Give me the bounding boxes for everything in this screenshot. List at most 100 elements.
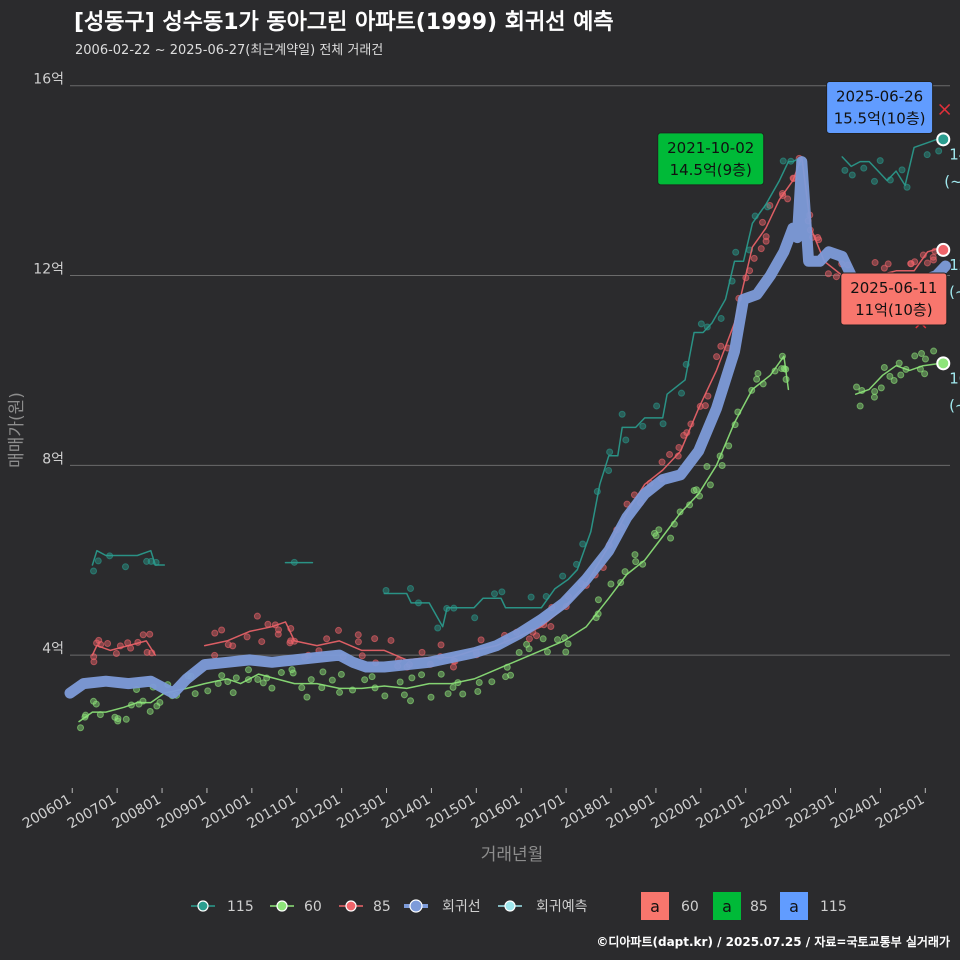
transaction-dot — [121, 563, 129, 571]
transaction-dot — [211, 629, 219, 637]
transaction-dot — [471, 614, 479, 622]
x-axis-ticks: 2006012007012008012009012010012011012012… — [20, 788, 927, 832]
transaction-dot — [90, 658, 98, 666]
transaction-dot — [258, 638, 266, 646]
transaction-dot — [408, 674, 416, 682]
transaction-dot — [387, 636, 395, 644]
chart-subtitle: 2006-02-22 ~ 2025-06-27(최근계약일) 전체 거래건 — [75, 43, 384, 58]
transaction-dot — [268, 684, 276, 692]
transaction-dot — [686, 501, 694, 509]
transaction-dot — [90, 567, 98, 575]
y-axis-ticks: 4억 8억 12억 16억 — [33, 72, 64, 657]
transaction-dot — [562, 648, 570, 656]
transaction-dot — [95, 636, 103, 644]
transaction-dot — [354, 631, 362, 639]
transaction-dot — [639, 422, 647, 430]
legend-label: 115 — [227, 899, 254, 915]
y-tick-label: 16억 — [33, 72, 64, 88]
transaction-dot — [871, 259, 879, 267]
transaction-dot — [477, 636, 485, 644]
transaction-dot — [579, 540, 587, 548]
transaction-dot — [856, 402, 864, 410]
legend-label: 85 — [373, 899, 391, 915]
transaction-dot — [898, 166, 906, 174]
transaction-dot — [877, 384, 885, 392]
highlight-box — [840, 272, 948, 326]
transaction-dot — [890, 377, 898, 385]
x-tick-label: 202501 — [873, 792, 927, 833]
transaction-dot — [474, 688, 482, 696]
transaction-dot — [244, 666, 252, 674]
transaction-dot — [92, 700, 100, 708]
transaction-dot — [762, 237, 770, 245]
y-tick-label: 4억 — [42, 641, 64, 657]
endpoint-area: (~85㎡) — [949, 283, 960, 301]
transaction-dot — [935, 147, 943, 155]
transaction-dot — [701, 402, 709, 410]
x-tick-label: 202101 — [693, 792, 747, 833]
transaction-dot — [289, 669, 297, 677]
series-endpoints: 148,714 (~115㎡) 125,400 (~85㎡) 101,500 (~60㎡) — [936, 132, 960, 414]
chart-title: [성동구] 성수동1가 동아그린 아파트(1999) 회귀선 예측 — [74, 10, 614, 35]
transaction-dot — [104, 639, 112, 647]
legend-label: 회귀선 — [442, 899, 481, 915]
transaction-dot — [559, 572, 567, 580]
transaction-dot — [860, 164, 868, 172]
transaction-dot — [667, 534, 675, 542]
transaction-dot — [757, 245, 765, 253]
transaction-dot — [725, 442, 733, 450]
x-tick-label: 201501 — [424, 792, 478, 833]
legend-marker — [276, 900, 288, 912]
x-tick-label: 201601 — [469, 792, 523, 833]
transaction-dot — [895, 359, 903, 367]
transaction-dot — [897, 371, 905, 379]
x-axis-label: 거래년월 — [481, 845, 544, 865]
transaction-dot — [779, 157, 787, 165]
transaction-dot — [921, 370, 929, 378]
x-tick-label: 201101 — [244, 792, 298, 833]
x-tick-label: 202401 — [828, 792, 882, 833]
series-line-115 — [383, 156, 803, 628]
legend-box — [713, 892, 741, 920]
transaction-dot — [371, 635, 379, 643]
x-tick-label: 200701 — [65, 792, 119, 833]
x-tick-label: 201301 — [334, 792, 388, 833]
legend-marker — [409, 899, 423, 913]
legend-box-glyph: a — [722, 897, 732, 916]
transaction-dot — [911, 258, 919, 266]
legend-label: 회귀예측 — [536, 899, 588, 915]
transaction-dot — [655, 526, 663, 534]
transaction-dot — [853, 383, 861, 391]
transaction-dot — [277, 669, 285, 677]
transaction-dot — [475, 678, 483, 686]
legend: 115 60 85 회귀선 회귀예측 a 60 a 85 a 115 — [191, 892, 847, 920]
transaction-dot — [94, 557, 102, 565]
x-tick-label: 202001 — [649, 792, 703, 833]
legend-box — [641, 892, 669, 920]
x-tick-label: 201801 — [559, 792, 613, 833]
transaction-dot — [434, 624, 442, 632]
transaction-dot — [407, 697, 415, 705]
legend-marker — [345, 900, 357, 912]
transaction-dot — [666, 451, 674, 459]
transaction-dot — [543, 648, 551, 656]
highlight-price: 14.5억(9층) — [670, 161, 752, 179]
x-tick-label: 202301 — [783, 792, 837, 833]
endpoint-area: (~115㎡) — [944, 172, 960, 190]
transaction-dot — [676, 508, 684, 516]
x-tick-label: 201701 — [514, 792, 568, 833]
highlight-price: 11억(10층) — [855, 301, 932, 319]
transaction-dot — [606, 448, 614, 456]
transaction-dot — [880, 264, 888, 272]
transaction-dot — [547, 623, 555, 631]
transaction-dot — [259, 679, 267, 687]
transaction-dot — [832, 273, 840, 281]
transaction-dot — [354, 638, 362, 646]
transaction-dot — [713, 353, 721, 361]
endpoint-marker — [936, 356, 951, 371]
transaction-dot — [396, 678, 404, 686]
transaction-dot — [114, 715, 122, 723]
highlight-date: 2021-10-02 — [667, 139, 754, 157]
source-credit: ©디아파트(dapt.kr) / 2025.07.25 / 자료=국토교통부 실… — [596, 935, 950, 949]
